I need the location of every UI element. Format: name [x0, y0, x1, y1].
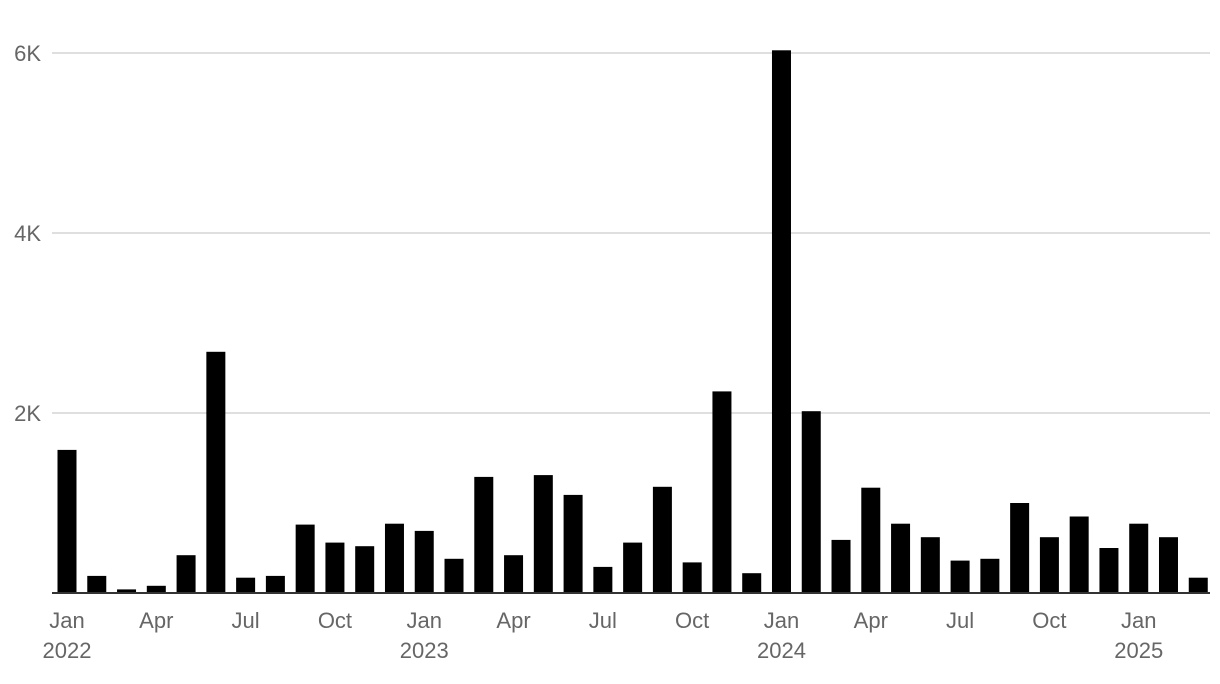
bar-2023-10: [682, 562, 702, 593]
bar-2025-02: [1158, 537, 1178, 593]
x-tick-month-label: Jan: [1121, 608, 1156, 633]
x-tick-month-label: Apr: [854, 608, 888, 633]
bar-2023-11: [712, 391, 732, 593]
x-tick-month-label: Jul: [589, 608, 617, 633]
bar-2023-09: [652, 486, 672, 593]
x-tick-month-label: Jan: [49, 608, 84, 633]
bar-2022-09: [295, 524, 315, 593]
bar-2024-08: [980, 558, 1000, 593]
bar-series: [57, 50, 1208, 594]
bar-2022-07: [236, 577, 256, 593]
x-tick-year-label: 2023: [400, 638, 449, 663]
y-tick-label: 2K: [14, 401, 41, 426]
x-tick-month-label: Jan: [406, 608, 441, 633]
bar-2024-06: [920, 537, 940, 593]
bar-2022-08: [265, 575, 285, 593]
x-tick-month-label: Jul: [232, 608, 260, 633]
bar-2023-04: [504, 555, 524, 593]
x-tick-year-label: 2024: [757, 638, 806, 663]
x-tick-month-label: Oct: [675, 608, 709, 633]
bar-2024-04: [861, 487, 881, 593]
bar-2022-06: [206, 351, 226, 593]
bar-2025-01: [1129, 523, 1149, 593]
x-axis-tick-labels: Jan 2022 Apr Jul Oct Jan 2023 Apr Jul Oct Jan 2024 A…: [43, 608, 1164, 663]
bar-2024-07: [950, 560, 970, 593]
bar-2023-01: [414, 530, 434, 593]
bar-2024-01: [771, 50, 791, 594]
bar-2024-03: [831, 539, 851, 593]
bar-2022-02: [87, 575, 107, 593]
x-tick-year-label: 2025: [1114, 638, 1163, 663]
bar-2024-09: [1010, 503, 1030, 593]
bar-2022-12: [384, 523, 404, 593]
bar-2025-03: [1188, 577, 1208, 593]
y-tick-label: 6K: [14, 41, 41, 66]
bar-2023-07: [593, 566, 613, 593]
bar-2023-05: [533, 475, 553, 593]
bar-2023-08: [623, 542, 643, 593]
bar-2022-04: [146, 585, 166, 593]
x-tick-month-label: Apr: [139, 608, 173, 633]
bar-2022-11: [355, 546, 375, 593]
y-tick-label: 4K: [14, 221, 41, 246]
bar-2023-06: [563, 494, 583, 593]
bar-2024-02: [801, 411, 821, 593]
bar-2022-03: [117, 589, 137, 593]
bar-2024-05: [891, 523, 911, 593]
x-tick-month-label: Oct: [318, 608, 352, 633]
y-axis-tick-labels: 2K 4K 6K: [14, 41, 41, 426]
bar-2022-01: [57, 449, 77, 593]
bar-2023-02: [444, 558, 464, 593]
x-tick-month-label: Jan: [764, 608, 799, 633]
x-tick-month-label: Oct: [1032, 608, 1066, 633]
bar-2024-10: [1039, 537, 1059, 593]
x-tick-month-label: Apr: [496, 608, 530, 633]
grid-lines: [52, 52, 1210, 414]
bar-2024-12: [1099, 548, 1119, 593]
bar-2022-10: [325, 542, 345, 593]
bar-2023-12: [742, 573, 762, 593]
bar-2024-11: [1069, 516, 1089, 593]
bar-2023-03: [474, 476, 494, 593]
x-tick-month-label: Jul: [946, 608, 974, 633]
x-tick-year-label: 2022: [43, 638, 92, 663]
bar-2022-05: [176, 555, 196, 593]
